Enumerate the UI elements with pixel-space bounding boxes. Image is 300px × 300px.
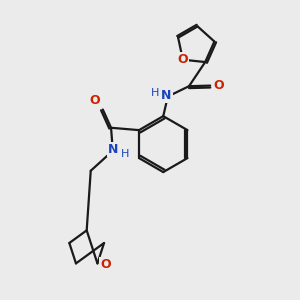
Text: H: H [151,88,160,98]
Text: O: O [100,258,111,272]
Text: H: H [121,149,129,159]
Text: N: N [108,143,118,156]
Text: O: O [178,53,188,66]
Text: N: N [161,89,172,102]
Text: O: O [90,94,101,106]
Text: O: O [214,79,224,92]
